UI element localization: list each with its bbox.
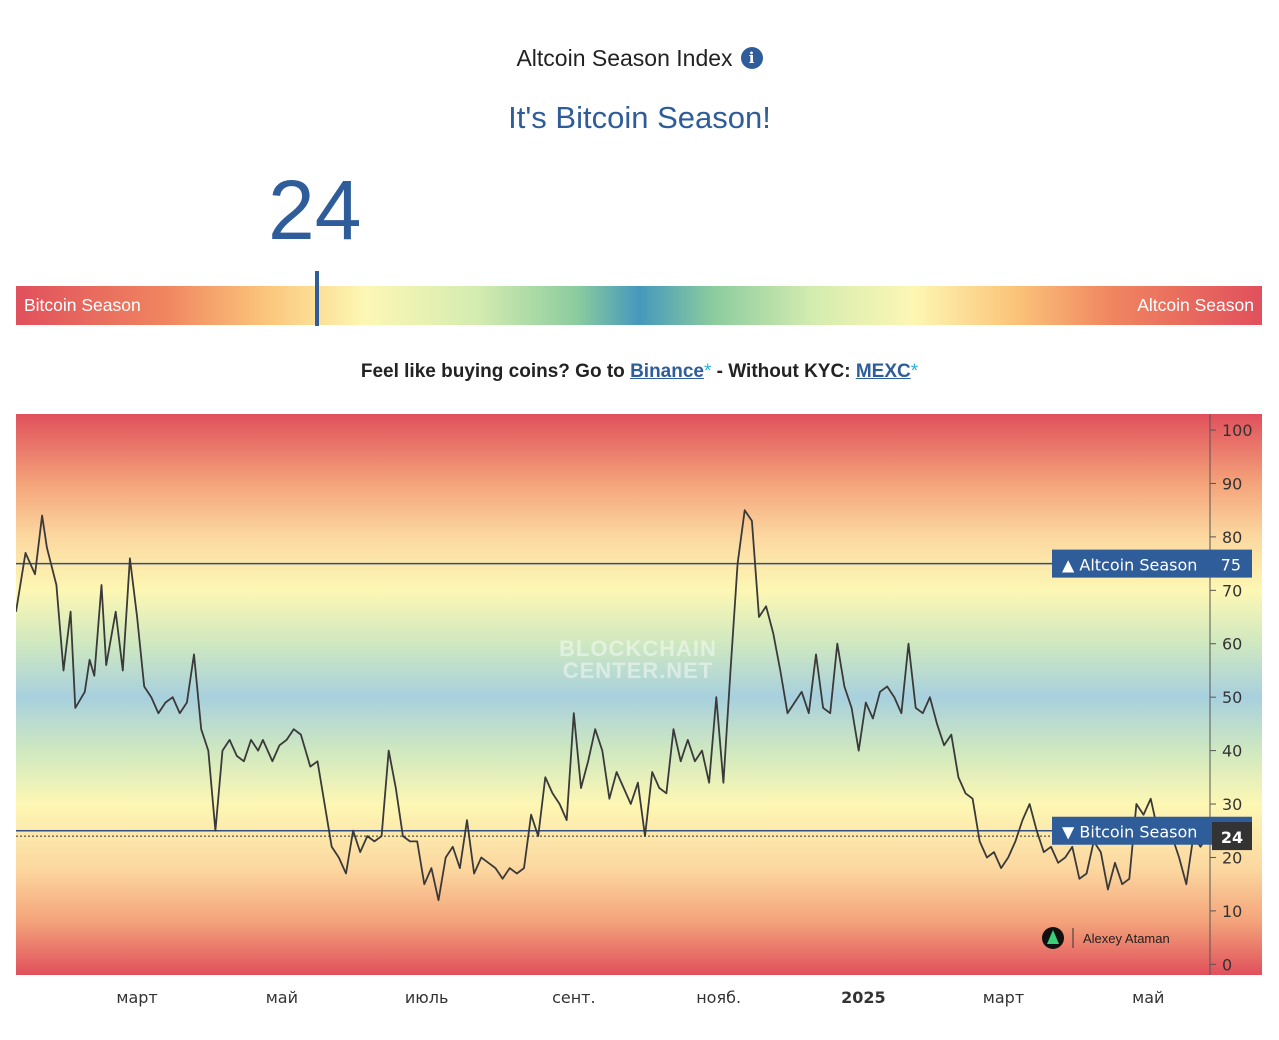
y-tick-label: 70 — [1222, 581, 1242, 600]
x-tick-label: сент. — [552, 988, 596, 1007]
info-icon[interactable]: i — [740, 47, 763, 69]
promo-line: Feel like buying coins? Go to Binance* -… — [0, 361, 1279, 383]
page-title: Altcoin Season Index — [516, 44, 733, 71]
current-index-value: 24 — [268, 163, 362, 257]
x-tick-label: май — [266, 988, 298, 1007]
mexc-link[interactable]: MEXC — [855, 361, 911, 382]
y-tick-label: 60 — [1222, 635, 1242, 654]
promo-middle: - Without KYC: — [716, 361, 851, 382]
x-tick-label: июль — [405, 988, 449, 1007]
y-tick-label: 80 — [1222, 528, 1242, 547]
mexc-asterisk: * — [910, 361, 919, 382]
series-line — [16, 509, 1209, 902]
y-tick-label: 90 — [1222, 474, 1242, 493]
reference-label-text: ▲ Altcoin Season — [1062, 556, 1197, 575]
author-name: Alexey Ataman — [1083, 931, 1170, 946]
y-tick-label: 0 — [1222, 955, 1232, 974]
current-value-label: 24 — [1212, 822, 1252, 851]
y-tick-label: 40 — [1222, 742, 1242, 761]
x-axis-area — [16, 975, 1262, 1012]
chart-background — [16, 414, 1210, 975]
x-tick-label: май — [1132, 988, 1164, 1007]
author-logo-icon — [1047, 930, 1059, 944]
y-tick-label: 100 — [1222, 421, 1253, 440]
y-tick-label: 10 — [1222, 902, 1242, 921]
reference-label-75: ▲ Altcoin Season 75 — [1052, 549, 1252, 578]
binance-link[interactable]: Binance — [630, 361, 704, 382]
y-tick-label: 20 — [1222, 848, 1242, 867]
gauge-label-altcoin: Altcoin Season — [1137, 295, 1254, 315]
gauge-label-bitcoin: Bitcoin Season — [24, 295, 141, 315]
x-tick-label: 2025 — [841, 988, 886, 1007]
reference-label-value: 75 — [1221, 556, 1241, 575]
x-tick-label: март — [116, 988, 157, 1007]
reference-label-text: ▼ Bitcoin Season — [1062, 823, 1197, 842]
watermark-text: BLOCKCHAIN — [559, 636, 717, 661]
current-value-text: 24 — [1221, 828, 1243, 847]
current-value-box — [1212, 822, 1252, 851]
x-tick-label: март — [983, 988, 1024, 1007]
y-tick-label: 50 — [1222, 688, 1242, 707]
promo-prefix: Feel like buying coins? Go to — [360, 361, 625, 382]
binance-asterisk: * — [703, 361, 712, 382]
reference-label-box — [1052, 549, 1252, 578]
altcoin-index-chart: BLOCKCHAIN CENTER.NET 0 10 20 30 40 50 60 70 80 90 1… — [16, 414, 1262, 1012]
x-tick-label: нояб. — [696, 988, 741, 1007]
author-badge: Alexey Ataman — [1042, 927, 1170, 949]
title-row: Altcoin Season Index i — [0, 40, 1279, 76]
season-gauge-bar: Bitcoin Season Altcoin Season — [16, 286, 1262, 325]
season-status: It's Bitcoin Season! — [508, 100, 771, 135]
gauge-marker — [315, 271, 319, 326]
y-tick-label: 30 — [1222, 795, 1242, 814]
axis-gutter — [1210, 414, 1262, 975]
watermark-text: CENTER.NET — [563, 658, 714, 683]
